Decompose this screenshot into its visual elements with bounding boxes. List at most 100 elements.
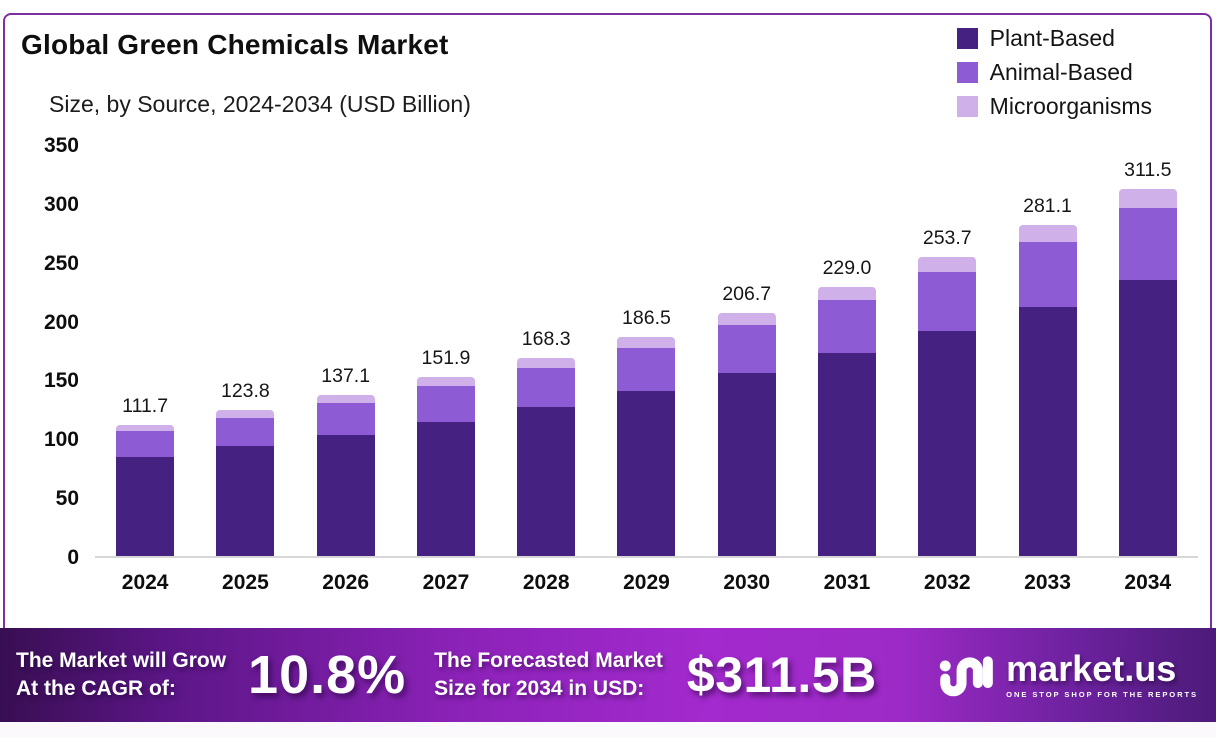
marketus-logo-icon [939,656,993,697]
y-tick-100: 100 [43,428,79,452]
bar-stack [416,377,475,556]
bar-segment-animal-based [416,386,475,422]
bar-2033: 281.1 [997,195,1097,556]
x-axis: 2024 2025 2026 2027 2028 2029 2030 2031 2032 2033… [95,571,1198,595]
y-tick-150: 150 [43,369,79,393]
x-label-2033: 2033 [1024,571,1071,594]
bar-stack [316,394,375,556]
cagr-value: 10.8% [248,645,407,705]
x-label-2024: 2024 [121,571,169,594]
bar-segment-animal-based [918,272,977,332]
forecast-label: The Forecasted Market Size for 2034 in U… [434,647,663,702]
bar-2029: 186.5 [596,307,696,556]
plot-area: 111.7 123.8 137.1 151.9 168.3 186.5 206.7 229.0… [95,146,1198,558]
bar-value-label: 229.0 [822,256,872,279]
bar-segment-microorganisms [116,424,175,432]
bar-segment-microorganisms [1018,225,1077,242]
bar-stack [617,336,676,556]
y-tick-250: 250 [43,251,79,275]
legend-label: Microorganisms [989,93,1152,119]
bar-segment-animal-based [216,417,275,447]
bar-value-label: 123.8 [220,380,270,403]
bar-2024: 111.7 [95,395,195,556]
chart-header: Global Green Chemicals Market Size, by S… [5,15,1210,135]
bar-segment-microorganisms [717,312,776,326]
bar-stack [717,312,776,556]
bar-value-label: 137.1 [321,364,371,387]
bar-2030: 206.7 [697,283,797,556]
x-label-2030: 2030 [723,571,771,594]
forecast-label-line2: Size for 2034 in USD: [434,677,645,700]
legend-label: Plant-Based [989,25,1115,51]
legend-item-microorganisms: Microorganisms [956,93,1152,120]
bar-stack [517,357,576,556]
page-subtitle: Size, by Source, 2024-2034 (USD Billion) [49,91,471,117]
bar-segment-microorganisms [216,410,275,418]
bar-value-label: 281.1 [1023,195,1072,218]
y-tick-300: 300 [43,192,79,216]
y-tick-0: 0 [67,546,79,569]
bar-2026: 137.1 [296,365,396,556]
bar-segment-microorganisms [316,394,375,403]
x-label-2034: 2034 [1124,571,1172,594]
bar-2031: 229.0 [797,257,897,556]
forecast-label-line1: The Forecasted Market [434,649,663,673]
bar-segment-plant-based [517,407,576,556]
x-label-2031: 2031 [823,571,871,594]
bottom-banner: The Market will Grow At the CAGR of: 10.… [0,628,1216,722]
brand-name: market.us [1006,648,1177,689]
bar-segment-animal-based [817,300,876,354]
x-label-2029: 2029 [623,571,670,594]
y-axis: 350 300 250 200 150 100 50 0 [15,134,95,569]
page-title: Global Green Chemicals Market [21,29,449,60]
bar-segment-microorganisms [1118,189,1177,208]
brand-tagline: ONE STOP SHOP FOR THE REPORTS [1006,690,1198,699]
legend-swatch [956,62,978,83]
bar-stack [1018,225,1077,556]
bar-value-label: 111.7 [122,394,169,417]
bar-segment-plant-based [817,353,876,556]
legend-item-animal-based: Animal-Based [956,59,1152,86]
cagr-label: The Market will Grow At the CAGR of: [16,647,226,702]
y-tick-350: 350 [43,134,79,157]
bar-2027: 151.9 [396,347,496,556]
bar-segment-animal-based [316,402,375,435]
legend: Plant-Based Animal-Based Microorganisms [956,25,1152,120]
bar-segment-plant-based [316,434,375,556]
bar-stack [918,257,977,556]
bar-segment-animal-based [116,431,175,458]
bar-value-label: 206.7 [722,282,772,305]
brand: market.us ONE STOP SHOP FOR THE REPORTS [938,651,1198,699]
bar-2025: 123.8 [195,380,295,556]
bar-stack [116,424,175,556]
bar-segment-plant-based [1118,280,1177,556]
chart-panel: Global Green Chemicals Market Size, by S… [3,13,1212,628]
bar-value-label: 151.9 [421,347,471,370]
x-label-2028: 2028 [522,571,570,594]
bar-2032: 253.7 [897,227,997,556]
bar-2028: 168.3 [496,328,596,556]
bar-segment-microorganisms [817,286,876,301]
legend-swatch [956,96,978,117]
x-label-2026: 2026 [322,571,370,594]
x-label-2027: 2027 [422,571,470,594]
bar-segment-microorganisms [517,357,576,368]
stacked-bar-chart: 350 300 250 200 150 100 50 0 111.7 123.8 137.1 151… [15,134,1198,569]
forecast-value: $311.5B [686,647,877,703]
bar-2034: 311.5 [1098,159,1198,556]
bar-stack [817,286,876,556]
cagr-label-line1: The Market will Grow [16,649,227,673]
bar-segment-animal-based [1018,241,1077,308]
bar-value-label: 186.5 [622,306,671,329]
bar-segment-animal-based [517,367,576,407]
y-tick-50: 50 [55,487,79,511]
bar-segment-animal-based [617,347,676,391]
bar-value-label: 253.7 [922,227,972,250]
bar-segment-plant-based [617,391,676,556]
x-label-2025: 2025 [222,571,269,594]
brand-text: market.us ONE STOP SHOP FOR THE REPORTS [1006,648,1198,700]
y-tick-200: 200 [43,310,79,334]
bar-value-label: 168.3 [521,327,571,350]
cagr-label-line2: At the CAGR of: [16,677,176,700]
